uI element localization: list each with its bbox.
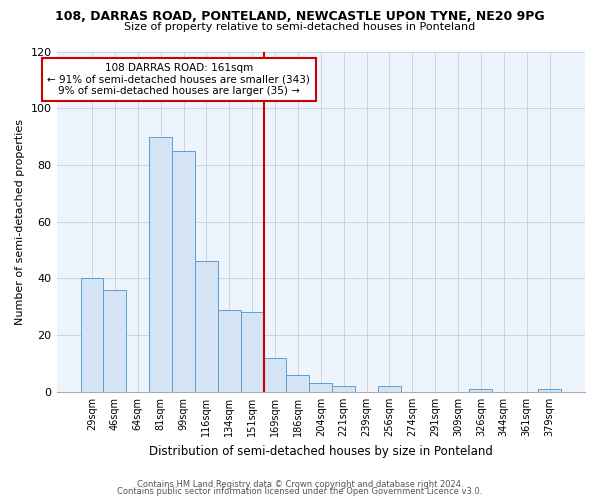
Bar [538,389,561,392]
Bar [195,262,218,392]
Text: Contains public sector information licensed under the Open Government Licence v3: Contains public sector information licen… [118,488,482,496]
Bar [469,389,493,392]
Bar [103,290,127,392]
Y-axis label: Number of semi-detached properties: Number of semi-detached properties [15,118,25,324]
Text: 108, DARRAS ROAD, PONTELAND, NEWCASTLE UPON TYNE, NE20 9PG: 108, DARRAS ROAD, PONTELAND, NEWCASTLE U… [55,10,545,23]
Text: Contains HM Land Registry data © Crown copyright and database right 2024.: Contains HM Land Registry data © Crown c… [137,480,463,489]
X-axis label: Distribution of semi-detached houses by size in Ponteland: Distribution of semi-detached houses by … [149,444,493,458]
Text: Size of property relative to semi-detached houses in Ponteland: Size of property relative to semi-detach… [124,22,476,32]
Bar [263,358,286,392]
Bar [218,310,241,392]
Bar [378,386,401,392]
Bar [80,278,103,392]
Bar [149,136,172,392]
Bar [241,312,263,392]
Bar [310,384,332,392]
Bar [172,151,195,392]
Text: 108 DARRAS ROAD: 161sqm
← 91% of semi-detached houses are smaller (343)
9% of se: 108 DARRAS ROAD: 161sqm ← 91% of semi-de… [47,63,310,96]
Bar [286,375,310,392]
Bar [332,386,355,392]
